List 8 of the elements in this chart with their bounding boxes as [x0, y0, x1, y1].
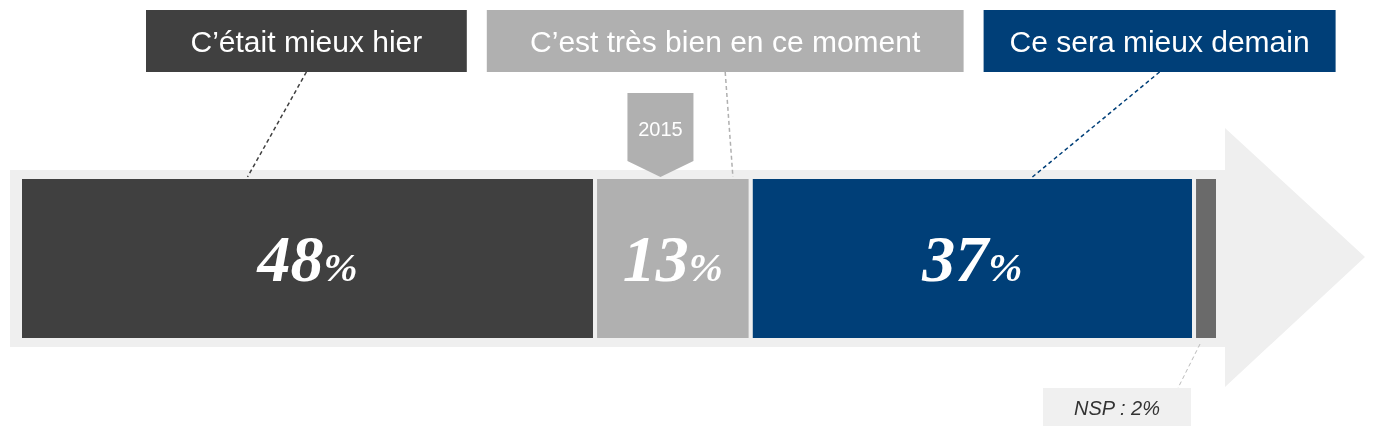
data-label: 13% — [622, 221, 723, 295]
text: Ce sera mieux demain — [1009, 25, 1310, 58]
text: C’était mieux hier — [190, 25, 423, 58]
data-label: 48% — [255, 221, 358, 295]
text: C’est très bien en ce moment — [530, 25, 921, 58]
text: 2015 — [638, 118, 683, 140]
data-label: NSP : 2% — [1074, 397, 1160, 419]
data-label: 37% — [921, 221, 1023, 295]
